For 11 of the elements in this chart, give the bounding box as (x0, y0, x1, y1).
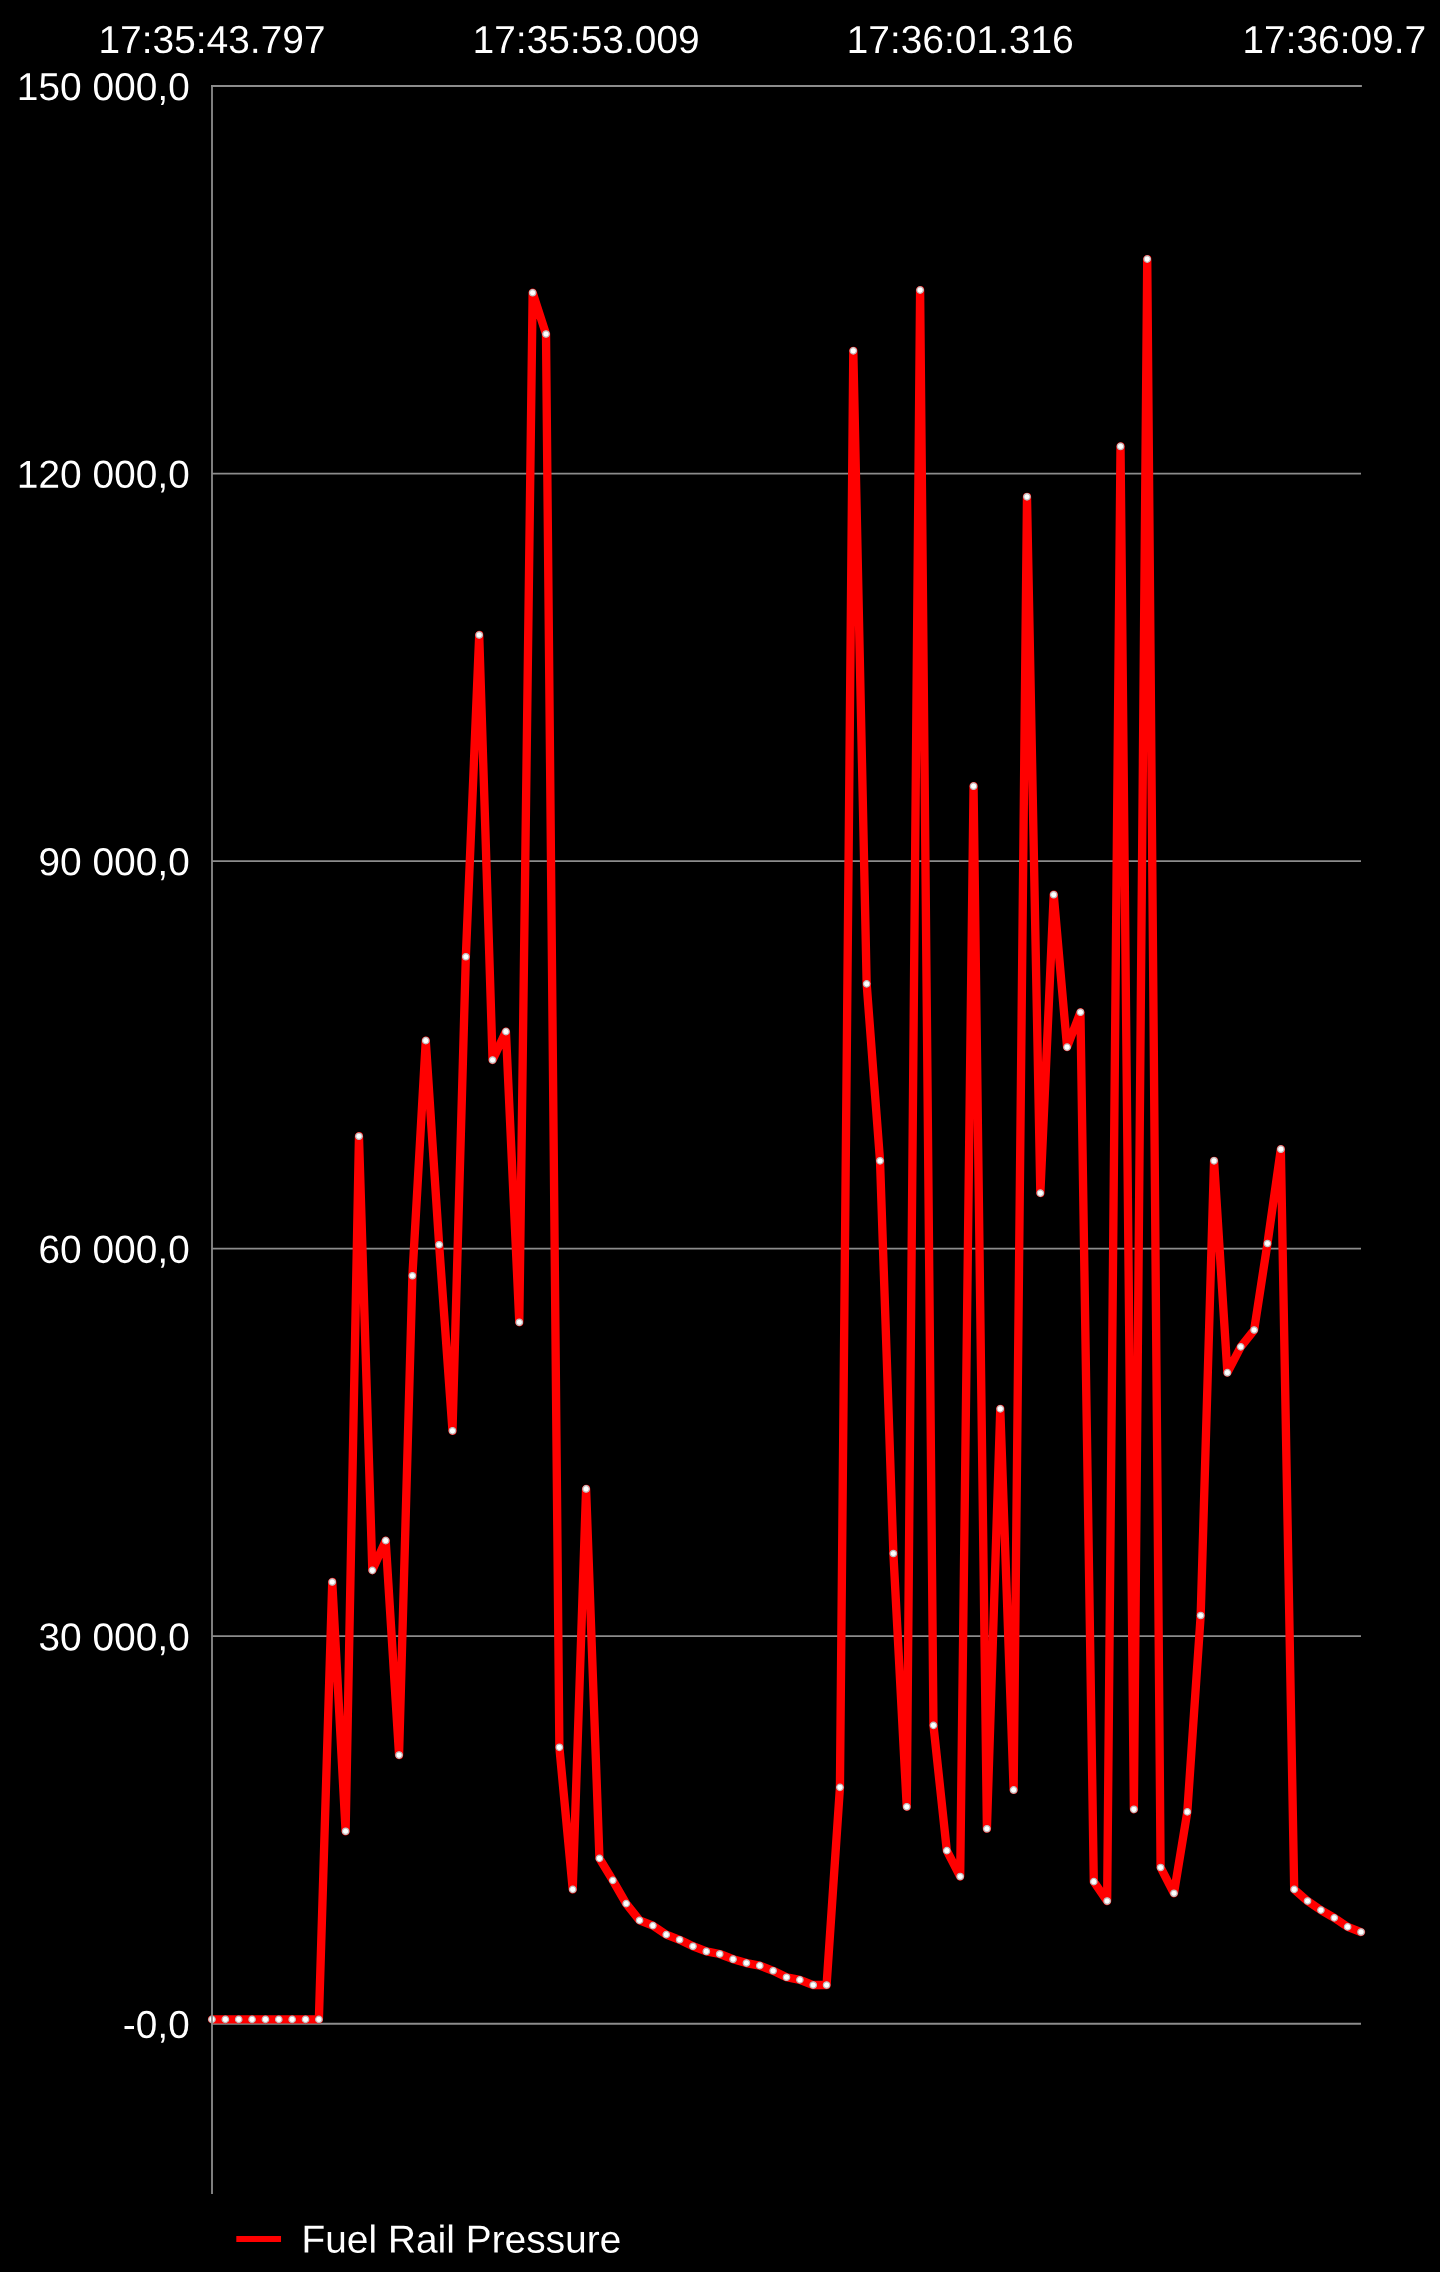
x-tick-label: 17:35:53.009 (475, 25, 698, 54)
x-tick-label: 17:35:43.797 (101, 25, 324, 54)
y-tick-label: 120 000,0 (19, 460, 189, 493)
y-tick-label: -0,0 (124, 2010, 189, 2043)
y-tick-label: 30 000,0 (39, 1623, 189, 1656)
y-tick-label: 60 000,0 (40, 1235, 189, 1268)
x-tick-label: 17:36:01.316 (849, 25, 1073, 54)
y-tick-label: 150 000,0 (19, 72, 189, 106)
legend-label: Fuel Rail Pressure (304, 2224, 620, 2253)
y-tick-label: 90 000,0 (40, 848, 189, 881)
x-tick-label: 17:36:09.7 (1245, 25, 1425, 54)
